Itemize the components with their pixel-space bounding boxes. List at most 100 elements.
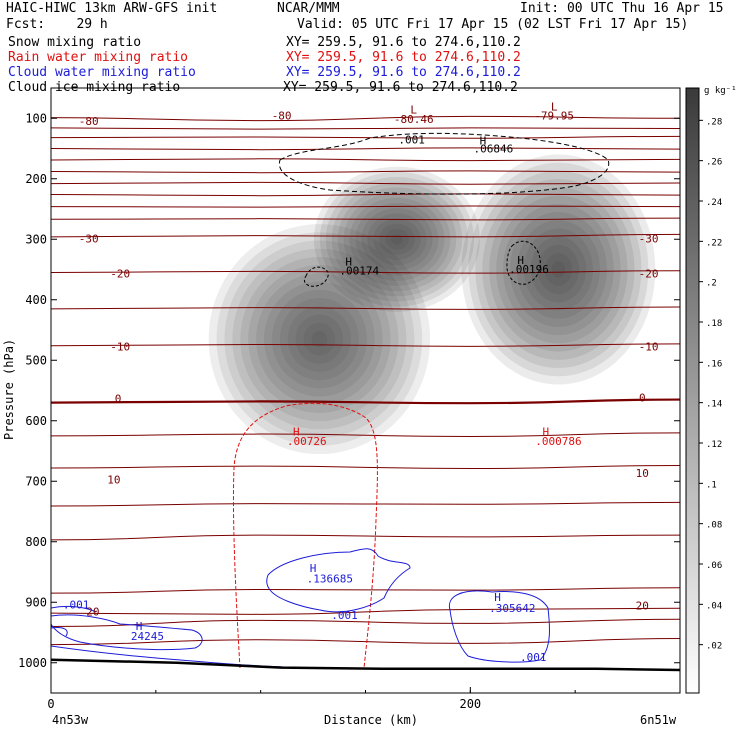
contour-label-4: .001	[398, 134, 425, 147]
colorbar-tick-label-7: .14	[706, 400, 722, 410]
header-fcst: Fcst: 29 h	[6, 17, 108, 32]
cloud-ice-contour	[506, 240, 541, 285]
header-title: HAIC-HIWC 13km ARW-GFS init	[6, 1, 218, 16]
cloud-ice-contour	[278, 132, 610, 195]
colorbar-tick-label-6: .16	[706, 359, 722, 369]
snow-shade-blob-1	[355, 202, 439, 276]
temperature-contour-20	[51, 607, 680, 615]
contour-label-11: H	[293, 425, 300, 438]
contour-label-17: .001	[331, 609, 358, 622]
temperature-contour-12	[51, 306, 680, 310]
snow-shade-blob-2	[509, 212, 607, 327]
colorbar-tick-label-0: .28	[706, 117, 722, 127]
snow-shade-blob-1	[325, 177, 469, 302]
contour-label-31: -10	[639, 341, 659, 354]
temperature-contour-18	[51, 534, 680, 541]
snow-shade-blob-1	[331, 182, 463, 297]
snow-shade-blob-2	[544, 253, 573, 286]
snow-shade-blob-1	[379, 223, 415, 255]
colorbar-tick-label-11: .06	[706, 561, 722, 571]
contour-label-13: H	[543, 425, 550, 438]
colorbar-tick-label-4: .2	[706, 279, 717, 289]
contour-label-14: .000786	[535, 435, 581, 448]
contour-label-20: .001	[520, 651, 547, 664]
y-tick-label-5: 600	[25, 414, 47, 428]
temperature-contour-21	[51, 618, 680, 627]
snow-shade-blob-0	[216, 232, 423, 446]
cloud-water-contour	[266, 548, 411, 613]
temperature-contour-16	[51, 465, 680, 470]
left-endpoint-label: 4n53w	[52, 713, 89, 727]
snow-shade-blob-0	[208, 224, 431, 455]
terrain-line	[50, 658, 681, 672]
contour-label-24: -80	[79, 115, 99, 128]
snow-shade-blob-2	[489, 187, 628, 352]
contour-label-34: 10	[107, 474, 120, 487]
snow-shade-blob-0	[240, 256, 399, 422]
snow-shade-blob-2	[530, 236, 587, 303]
contour-label-35: 10	[636, 467, 649, 480]
temperature-contour-19	[51, 587, 680, 594]
temperature-contour-3	[51, 147, 680, 151]
contour-label-36: 20	[86, 606, 99, 619]
y-tick-label-1: 200	[25, 172, 47, 186]
contour-label-0: L	[410, 103, 417, 116]
snow-shade-blob-0	[256, 273, 383, 405]
y-tick-label-7: 800	[25, 535, 47, 549]
snow-shade-blob-1	[313, 166, 480, 312]
contour-label-7: H	[345, 255, 352, 268]
contour-label-3: -79.95	[534, 109, 574, 122]
colorbar-tick-label-2: .24	[706, 198, 722, 208]
y-tick-label-8: 900	[25, 595, 47, 609]
colorbar	[685, 87, 700, 694]
contour-label-10: .00196	[509, 263, 549, 276]
temperature-contour-0	[51, 115, 680, 122]
y-tick-label-3: 400	[25, 293, 47, 307]
temperature-contour-5	[51, 170, 680, 174]
temperature-contour-2	[51, 135, 680, 139]
colorbar-tick-label-8: .12	[706, 440, 722, 450]
contour-label-12: .00726	[287, 435, 327, 448]
temperature-contour-15	[51, 432, 680, 437]
contour-labels: L-80.46L-79.95.001 H.06846H.00174H.00196H…	[63, 100, 659, 664]
header-valid: Valid: 05 UTC Fri 17 Apr 15 (02 LST Fri …	[297, 17, 689, 32]
snow-shade-blob-0	[264, 281, 375, 397]
snow-shade-blob-0	[303, 322, 336, 356]
field-xy-cloud-water: XY= 259.5, 91.6 to 274.6,110.2	[286, 65, 521, 80]
cloud-water-contour	[51, 614, 203, 651]
contour-label-9: H	[517, 254, 524, 267]
colorbar-tick-label-3: .22	[706, 238, 722, 248]
colorbar-tick-label-13: .02	[706, 642, 722, 652]
snow-shade-blob-2	[516, 220, 600, 319]
rain-water-contour	[232, 402, 378, 669]
right-endpoint-label: 6n51w	[640, 713, 677, 727]
header-org: NCAR/MMM	[277, 1, 340, 16]
temperature-contour-13	[51, 343, 680, 347]
snow-shade-blob-1	[337, 187, 457, 292]
contour-label-21: .001	[63, 598, 90, 611]
colorbar-tick-label-5: .18	[706, 319, 722, 329]
snow-shade-blob-2	[537, 244, 580, 295]
contour-label-6: .06846	[474, 143, 514, 156]
snow-shade-blob-2	[496, 195, 621, 344]
snow-shade-blob-0	[287, 306, 352, 372]
contour-label-19: .305642	[489, 602, 535, 615]
snow-shade-blob-1	[361, 208, 433, 271]
temperature-contour-10	[51, 233, 680, 238]
contour-label-30: -10	[110, 341, 130, 354]
contour-label-27: -30	[639, 232, 659, 245]
x-tick-label-0: 0	[47, 697, 54, 711]
snow-shading	[208, 154, 656, 455]
snow-shade-blob-0	[279, 298, 359, 381]
y-tick-label-0: 100	[25, 111, 47, 125]
contour-label-37: 20	[636, 600, 649, 613]
y-axis-label: Pressure (hPa)	[2, 339, 16, 440]
contour-label-8: .00174	[339, 264, 379, 277]
snow-shade-blob-2	[475, 170, 642, 369]
temperature-contour-17	[51, 501, 680, 507]
snow-shade-blob-2	[551, 261, 566, 278]
contour-label-23: 24245	[131, 630, 164, 643]
contour-label-15: H	[310, 562, 317, 575]
contour-label-28: -20	[110, 267, 130, 280]
field-label-rain: Rain water mixing ratio	[8, 50, 189, 65]
